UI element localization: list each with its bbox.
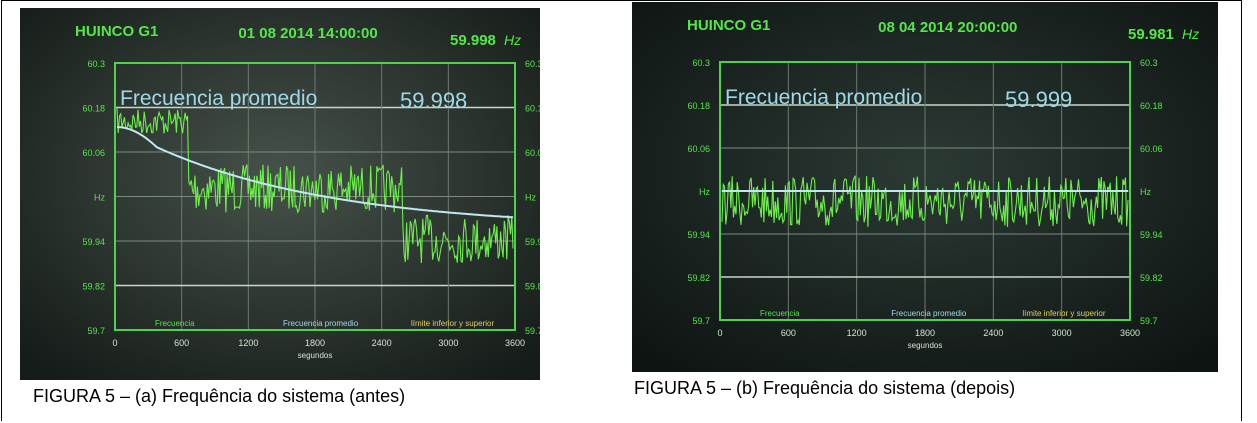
y-label-left: 60.06 <box>82 148 105 158</box>
caption: FIGURA 5 – (a) Frequência do sistema (an… <box>33 386 405 407</box>
x-label: 600 <box>781 328 796 338</box>
y-label-right: 59.94 <box>525 237 540 247</box>
average-label: Frecuencia promedio <box>725 86 922 109</box>
x-label: 600 <box>174 338 189 348</box>
y-label-right: 60.3 <box>1140 58 1158 68</box>
legend-entry: límite inferior y superior <box>411 319 494 328</box>
x-label: 0 <box>112 338 117 348</box>
y-label-left: 59.94 <box>687 230 710 240</box>
y-label-left: 60.06 <box>687 144 710 154</box>
x-title: segundos <box>298 351 333 360</box>
y-label-right: 60.18 <box>525 104 540 114</box>
x-label: 1800 <box>915 328 935 338</box>
y-label-left: 60.18 <box>82 104 105 114</box>
y-label-right: 60.3 <box>525 59 540 69</box>
y-label-right: 59.94 <box>1140 230 1163 240</box>
x-label: 3000 <box>1052 328 1072 338</box>
y-label-left: 60.3 <box>87 59 105 69</box>
page: HUINCO G1 01 08 2014 14:00:00 59.998 Hz Frec… <box>0 0 1257 423</box>
frequency: 59.998 <box>450 32 496 49</box>
legend-entry: límite inferior y superior <box>1022 309 1105 318</box>
screen-photo-a: HUINCO G1 01 08 2014 14:00:00 59.998 Hz Frec… <box>20 8 540 380</box>
y-label-right: 59.82 <box>1140 273 1163 283</box>
y-label-left: Hz <box>699 187 710 197</box>
y-label-right: Hz <box>525 193 536 203</box>
x-label: 3600 <box>1120 328 1140 338</box>
average-label: Frecuencia promedio <box>120 87 317 110</box>
x-label: 0 <box>717 328 722 338</box>
y-label-left: 59.82 <box>82 282 105 292</box>
y-label-right: 60.06 <box>525 148 540 158</box>
average-value: 59.999 <box>1005 87 1072 112</box>
timestamp: 08 04 2014 20:00:00 <box>878 19 1017 36</box>
frequency: 59.981 <box>1128 26 1174 43</box>
x-label: 1200 <box>238 338 258 348</box>
y-label-left: 60.3 <box>692 58 710 68</box>
y-label-right: 59.7 <box>525 326 540 336</box>
screen-photo-b: HUINCO G1 08 04 2014 20:00:00 59.981 Hz Frec… <box>632 2 1218 372</box>
y-label-left: 59.82 <box>687 273 710 283</box>
x-label: 2400 <box>372 338 392 348</box>
x-label: 1200 <box>847 328 867 338</box>
screen-title: HUINCO G1 <box>75 23 158 40</box>
timestamp: 01 08 2014 14:00:00 <box>238 25 377 42</box>
x-label: 1800 <box>305 338 325 348</box>
legend-entry: Frecuencia promedio <box>891 309 967 318</box>
caption: FIGURA 5 – (b) Frequência do sistema (de… <box>634 378 1015 399</box>
legend-entry: Frecuencia <box>155 319 195 328</box>
y-label-right: Hz <box>1140 187 1151 197</box>
y-label-right: 60.18 <box>1140 101 1163 111</box>
x-title: segundos <box>908 341 943 350</box>
y-label-left: 60.18 <box>687 101 710 111</box>
y-label-right: 59.7 <box>1140 316 1158 326</box>
y-label-right: 59.82 <box>525 282 540 292</box>
y-label-right: 60.06 <box>1140 144 1163 154</box>
x-label: 3000 <box>438 338 458 348</box>
x-label: 2400 <box>983 328 1003 338</box>
legend-entry: Frecuencia <box>760 309 800 318</box>
average-value: 59.998 <box>400 88 467 113</box>
unit: Hz <box>504 32 521 48</box>
y-label-left: 59.7 <box>692 316 710 326</box>
unit: Hz <box>1182 26 1199 42</box>
legend-entry: Frecuencia promedio <box>283 319 359 328</box>
y-label-left: 59.7 <box>87 326 105 336</box>
x-label: 3600 <box>505 338 525 348</box>
screen-title: HUINCO G1 <box>687 17 770 34</box>
y-label-left: Hz <box>94 193 105 203</box>
y-label-left: 59.94 <box>82 237 105 247</box>
